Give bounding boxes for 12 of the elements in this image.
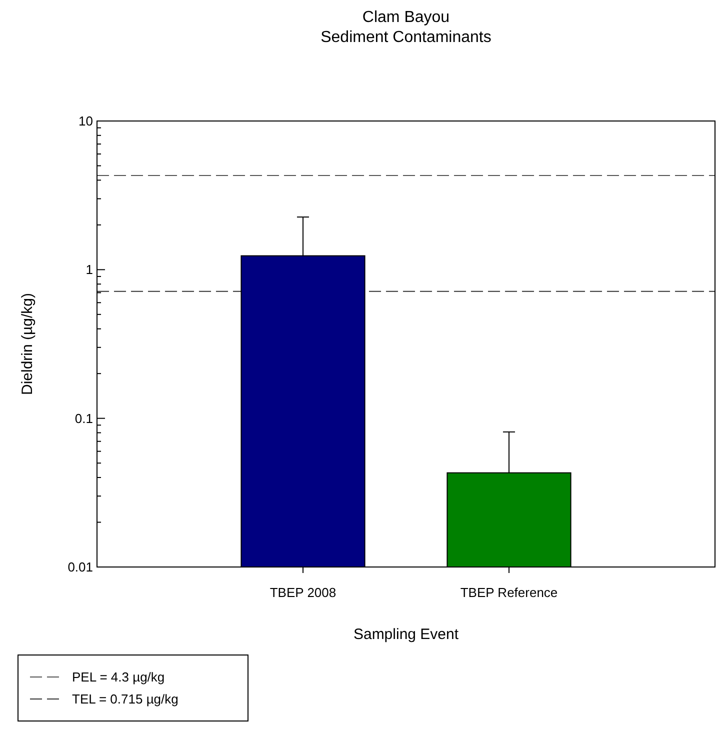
y-tick-label: 1 bbox=[86, 262, 93, 278]
x-axis-title: Sampling Event bbox=[353, 626, 460, 643]
y-axis-title: Dieldrin (µg/kg) bbox=[19, 292, 36, 396]
y-tick-label: 10 bbox=[78, 114, 93, 129]
legend-label: PEL = 4.3 µg/kg bbox=[72, 670, 165, 685]
y-tick-label: 0.1 bbox=[74, 410, 93, 426]
chart-title: Clam Bayou bbox=[362, 9, 450, 26]
legend-label: TEL = 0.715 µg/kg bbox=[72, 692, 178, 707]
x-tick-label: TBEP 2008 bbox=[270, 585, 336, 600]
chart-subtitle: Sediment Contaminants bbox=[320, 29, 492, 46]
y-tick-label: 0.01 bbox=[68, 560, 93, 575]
x-tick-label: TBEP Reference bbox=[460, 585, 558, 600]
